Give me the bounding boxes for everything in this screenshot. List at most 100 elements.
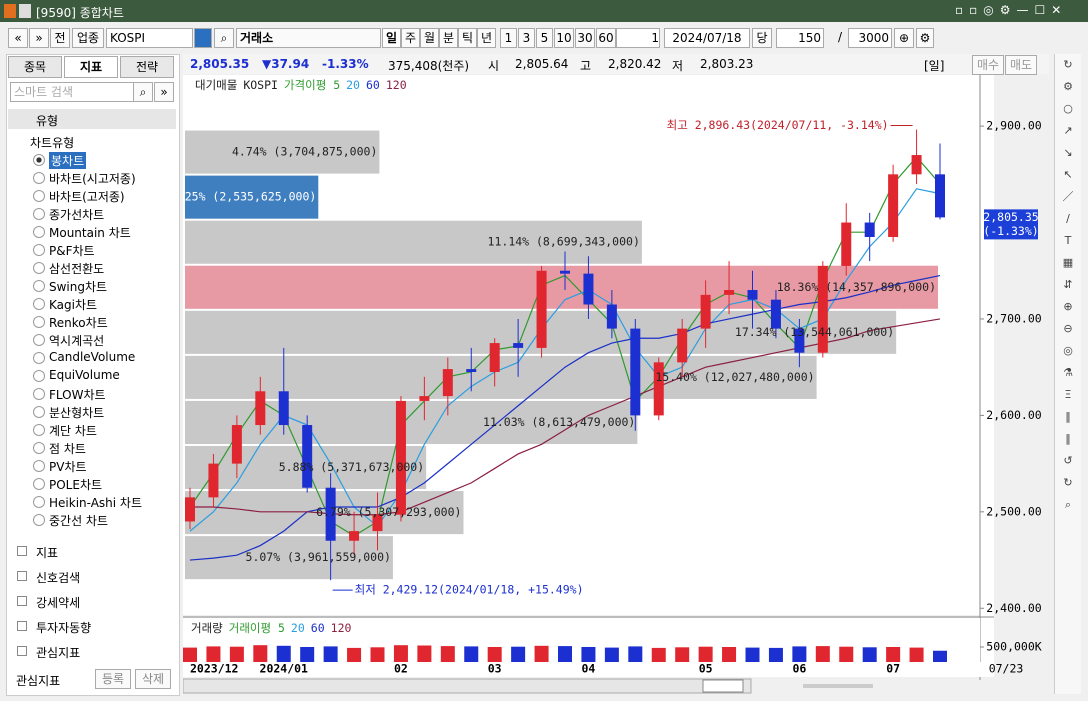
chart-type[interactable]: 종가선차트 — [49, 208, 105, 222]
legend-entry: 20 — [346, 78, 360, 92]
section-label[interactable]: 신호검색 — [36, 571, 81, 585]
max-bars-input[interactable]: 3000 — [848, 28, 892, 48]
chart-type[interactable]: 중간선 차트 — [49, 514, 109, 528]
chart-type[interactable]: 분산형차트 — [49, 406, 105, 420]
section-label[interactable]: 강세약세 — [36, 596, 81, 610]
radio[interactable] — [33, 406, 45, 418]
radio[interactable] — [33, 514, 45, 526]
period-button[interactable]: 월 — [420, 28, 439, 48]
radio[interactable] — [33, 388, 45, 400]
volume-bar — [933, 650, 947, 662]
settings-button[interactable]: ⚙ — [916, 28, 934, 48]
expand-icon[interactable] — [17, 571, 27, 581]
chart-type[interactable]: P&F차트 — [49, 244, 95, 258]
chart-type[interactable]: 역시계곡선 — [49, 334, 105, 348]
candle-body — [864, 222, 875, 237]
expand-icon[interactable] — [17, 546, 27, 556]
market-button[interactable]: 업종 — [72, 28, 104, 48]
collapse-button[interactable]: » — [154, 82, 174, 102]
expand-icon[interactable] — [17, 621, 27, 631]
radio[interactable] — [33, 244, 45, 256]
bars-input[interactable]: 150 — [776, 28, 824, 48]
expand-icon[interactable] — [17, 596, 27, 606]
interval-button[interactable]: 1 — [500, 28, 517, 48]
radio[interactable] — [33, 172, 45, 184]
period-button[interactable]: 년 — [477, 28, 496, 48]
panel-tab[interactable]: 종목 — [8, 56, 62, 78]
chart-type[interactable]: 점 차트 — [49, 442, 86, 456]
chart-type[interactable]: 삼선전환도 — [49, 262, 105, 276]
scrollbar — [183, 678, 752, 694]
radio[interactable] — [33, 442, 45, 454]
search-button[interactable]: ⌕ — [133, 82, 153, 102]
chart-type[interactable]: EquiVolume — [49, 368, 120, 382]
interval-button[interactable]: 3 — [518, 28, 535, 48]
chart-type[interactable]: Renko차트 — [49, 316, 108, 330]
register-button[interactable]: 등록 — [95, 669, 131, 689]
volume-profile-label: 11.14% (8,699,343,000) — [488, 235, 640, 249]
tree-title: 차트유형 — [30, 136, 75, 150]
code-icon[interactable] — [194, 28, 212, 48]
radio[interactable] — [33, 334, 45, 346]
panel-tab[interactable]: 지표 — [64, 56, 118, 78]
candle-body — [208, 463, 219, 498]
radio[interactable] — [33, 208, 45, 220]
radio[interactable] — [33, 226, 45, 238]
zoom-button[interactable]: ⊕ — [894, 28, 914, 48]
volume-bar — [347, 647, 362, 662]
radio[interactable] — [33, 496, 45, 508]
chart-type[interactable]: FLOW차트 — [49, 388, 106, 402]
y-tick-label: 2,500.00 — [986, 504, 1041, 518]
date-input[interactable]: 2024/07/18 — [664, 28, 750, 48]
volume-bar — [183, 647, 197, 662]
chart-type[interactable]: Swing차트 — [49, 280, 108, 294]
chart-type[interactable]: CandleVolume — [49, 350, 136, 364]
radio[interactable] — [33, 298, 45, 310]
interval-button[interactable]: 10 — [554, 28, 574, 48]
chart-type[interactable]: Kagi차트 — [49, 298, 98, 312]
radio[interactable] — [33, 478, 45, 490]
mode-button[interactable]: 당 — [752, 28, 772, 48]
interval-button[interactable]: 60 — [596, 28, 616, 48]
chart-type[interactable]: 바차트(시고저종) — [49, 172, 136, 186]
volume-bar — [581, 647, 596, 662]
radio[interactable] — [33, 316, 45, 328]
prefix-button[interactable]: 전 — [50, 28, 70, 48]
radio[interactable] — [33, 424, 45, 436]
chart-type[interactable]: Heikin-Ashi 차트 — [49, 496, 142, 510]
chart-type[interactable]: 봉차트 — [49, 152, 87, 169]
interval-button[interactable]: 30 — [575, 28, 595, 48]
period-button[interactable]: 일 — [382, 28, 401, 48]
radio[interactable] — [33, 370, 45, 382]
delete-button[interactable]: 삭제 — [135, 669, 171, 689]
dropdown-button[interactable]: » — [29, 28, 49, 48]
symbol-input[interactable]: KOSPI — [106, 28, 193, 48]
search-box[interactable]: 스마트 검색 — [10, 82, 135, 102]
search-icon[interactable]: ⌕ — [214, 28, 234, 48]
section-label[interactable]: 관심지표 — [36, 646, 81, 660]
chart-type[interactable]: PV차트 — [49, 460, 87, 474]
chart-type[interactable]: 바차트(고저종) — [49, 190, 125, 204]
period-button[interactable]: 주 — [401, 28, 420, 48]
period-button[interactable]: 분 — [439, 28, 458, 48]
radio[interactable] — [33, 190, 45, 202]
panel-tab[interactable]: 전략 — [120, 56, 174, 78]
interval-button[interactable]: 5 — [536, 28, 553, 48]
radio[interactable] — [33, 154, 45, 166]
chart-type[interactable]: Mountain 차트 — [49, 226, 131, 240]
chart-type[interactable]: POLE차트 — [49, 478, 103, 492]
section-label[interactable]: 지표 — [36, 546, 59, 560]
buy-button[interactable]: 매수 — [972, 55, 1004, 75]
window-controls[interactable]: ▫▫◎⚙—☐✕ — [955, 3, 1068, 17]
chart-type[interactable]: 계단 차트 — [49, 424, 97, 438]
interval-count[interactable]: 1 — [616, 28, 660, 48]
section-label[interactable]: 투자자동향 — [36, 621, 92, 635]
expand-icon[interactable] — [17, 646, 27, 656]
radio[interactable] — [33, 352, 45, 364]
sell-button[interactable]: 매도 — [1005, 55, 1037, 75]
prev-button[interactable]: « — [8, 28, 28, 48]
radio[interactable] — [33, 460, 45, 472]
radio[interactable] — [33, 280, 45, 292]
period-button[interactable]: 틱 — [458, 28, 477, 48]
radio[interactable] — [33, 262, 45, 274]
